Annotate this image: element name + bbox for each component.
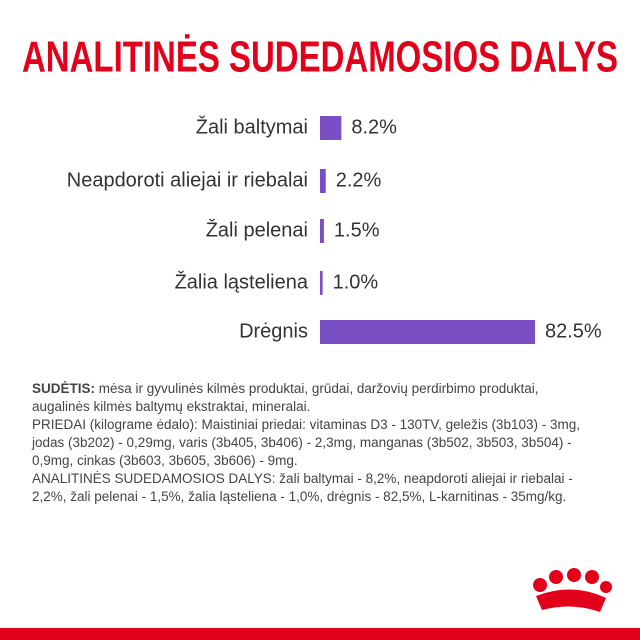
value-label: 2.2% [336, 169, 382, 191]
bar [320, 169, 326, 193]
value-label: 82.5% [545, 320, 602, 342]
chart-title: ANALITINĖS SUDEDAMOSIOS DALYS [22, 33, 618, 82]
logo [533, 568, 612, 612]
additives: PRIEDAI (kilograme ėdalo): Maistiniai pr… [32, 417, 580, 468]
footer-bar [0, 628, 640, 640]
composition-body: mėsa ir gyvulinės kilmės produktai, grūd… [32, 381, 539, 414]
category-label: Drėgnis [239, 320, 308, 342]
category-label: Žali baltymai [196, 115, 308, 138]
analytical: ANALITINĖS SUDEDAMOSIOS DALYS: žali balt… [32, 471, 573, 504]
bar [320, 271, 323, 295]
value-label: 8.2% [351, 116, 397, 138]
composition-label: SUDĖTIS: [32, 381, 96, 396]
value-label: 1.0% [333, 271, 379, 293]
category-label: Žalia ląsteliena [175, 270, 309, 293]
bar [320, 219, 324, 243]
value-label: 1.5% [334, 219, 380, 241]
composition: SUDĖTIS: mėsa ir gyvulinės kilmės produk… [32, 380, 592, 506]
category-label: Neapdoroti aliejai ir riebalai [67, 169, 308, 191]
bar [320, 116, 342, 140]
category-label: Žali pelenai [206, 218, 308, 241]
bar [320, 320, 535, 344]
composition-text: SUDĖTIS: mėsa ir gyvulinės kilmės produk… [32, 380, 592, 416]
